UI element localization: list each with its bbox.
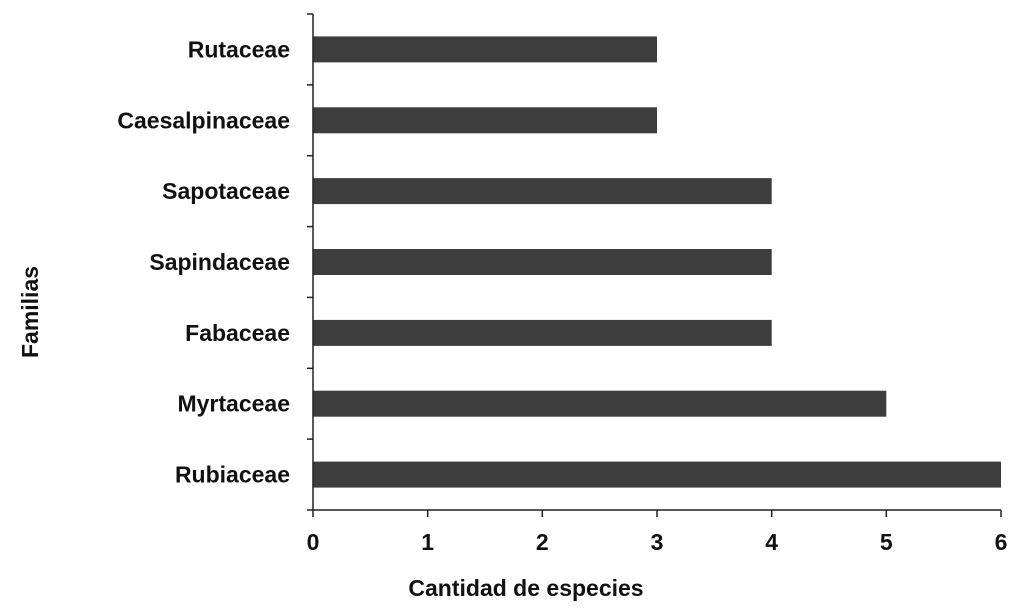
y-axis-ticks xyxy=(307,13,313,511)
category-label-sapotaceae: Sapotaceae xyxy=(162,178,290,204)
category-label-rutaceae: Rutaceae xyxy=(188,36,290,62)
x-axis-ticks xyxy=(312,510,1002,517)
x-tick-label: 0 xyxy=(307,529,320,555)
x-tick-label: 2 xyxy=(536,529,549,555)
category-label-fabaceae: Fabaceae xyxy=(185,320,290,346)
x-tick-label: 4 xyxy=(765,529,778,555)
x-tick-labels: 0 1 2 3 4 5 6 xyxy=(307,529,1008,555)
category-label-sapindaceae: Sapindaceae xyxy=(149,249,290,275)
bar-rutaceae xyxy=(313,36,657,63)
x-tick-label: 5 xyxy=(880,529,893,555)
bar-caesalpinaceae xyxy=(313,107,657,134)
bars-group xyxy=(313,36,1001,488)
x-tick-label: 6 xyxy=(995,529,1008,555)
category-label-caesalpinaceae: Caesalpinaceae xyxy=(117,107,290,133)
category-labels: Rubiaceae Myrtaceae Fabaceae Sapindaceae Sap… xyxy=(117,36,290,487)
bar-myrtaceae xyxy=(313,390,887,417)
category-label-rubiaceae: Rubiaceae xyxy=(175,462,290,488)
category-label-myrtaceae: Myrtaceae xyxy=(177,391,290,417)
x-axis-title: Cantidad de especies xyxy=(408,575,643,601)
y-axis-title: Familias xyxy=(17,266,43,358)
axes-group xyxy=(307,13,1002,517)
bar-rubiaceae xyxy=(313,461,1001,488)
x-tick-label: 3 xyxy=(651,529,664,555)
bar-sapotaceae xyxy=(313,178,772,205)
bar-sapindaceae xyxy=(313,249,772,275)
x-tick-label: 1 xyxy=(421,529,434,555)
bar-fabaceae xyxy=(313,319,772,346)
